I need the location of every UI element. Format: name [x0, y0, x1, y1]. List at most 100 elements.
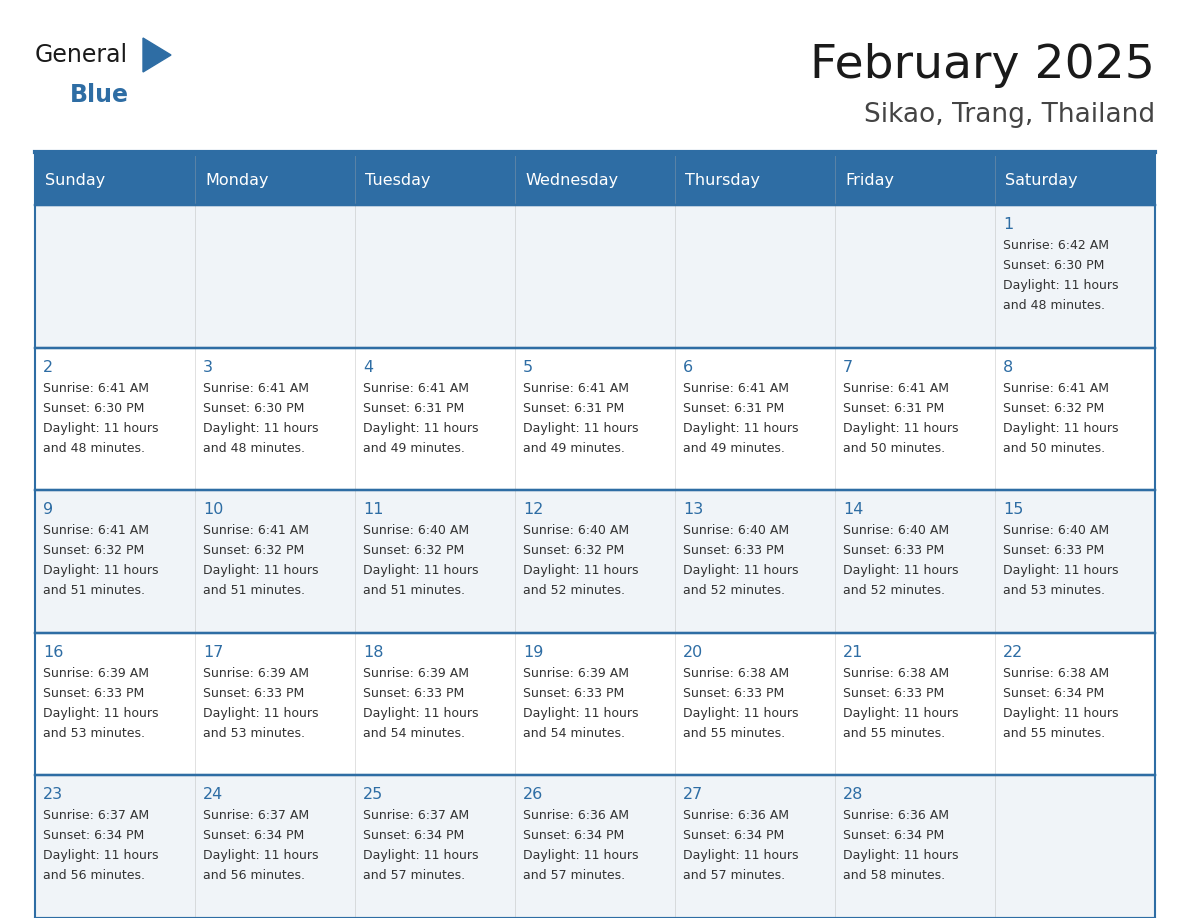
Bar [675, 490, 835, 633]
Text: Friday: Friday [845, 173, 895, 187]
Text: Tuesday: Tuesday [365, 173, 430, 187]
Text: Sunrise: 6:41 AM: Sunrise: 6:41 AM [364, 382, 469, 395]
Text: Sunrise: 6:36 AM: Sunrise: 6:36 AM [683, 810, 789, 823]
Text: Sunrise: 6:40 AM: Sunrise: 6:40 AM [364, 524, 469, 537]
Text: and 49 minutes.: and 49 minutes. [683, 442, 785, 454]
Text: Sunset: 6:33 PM: Sunset: 6:33 PM [683, 544, 784, 557]
Text: Daylight: 11 hours: Daylight: 11 hours [364, 565, 479, 577]
Text: and 50 minutes.: and 50 minutes. [843, 442, 946, 454]
Text: 21: 21 [843, 644, 864, 660]
Text: 11: 11 [364, 502, 384, 517]
Text: Daylight: 11 hours: Daylight: 11 hours [1003, 565, 1118, 577]
Text: Sunday: Sunday [45, 173, 106, 187]
Text: and 57 minutes.: and 57 minutes. [683, 869, 785, 882]
Bar [835, 205, 996, 348]
Bar [355, 633, 516, 776]
Text: and 57 minutes.: and 57 minutes. [523, 869, 625, 882]
Text: Daylight: 11 hours: Daylight: 11 hours [523, 707, 638, 720]
Bar [835, 633, 996, 776]
Text: and 48 minutes.: and 48 minutes. [203, 442, 305, 454]
Text: Daylight: 11 hours: Daylight: 11 hours [843, 849, 959, 862]
Text: Sunset: 6:34 PM: Sunset: 6:34 PM [1003, 687, 1105, 700]
Bar [34, 490, 195, 633]
Bar [996, 633, 1155, 776]
Polygon shape [143, 38, 171, 72]
Text: Thursday: Thursday [685, 173, 760, 187]
Text: Sunrise: 6:41 AM: Sunrise: 6:41 AM [43, 524, 148, 537]
Text: Sunset: 6:33 PM: Sunset: 6:33 PM [683, 687, 784, 700]
Text: and 56 minutes.: and 56 minutes. [203, 869, 305, 882]
Text: Sunset: 6:32 PM: Sunset: 6:32 PM [203, 544, 304, 557]
Text: Wednesday: Wednesday [525, 173, 618, 187]
Bar [195, 348, 355, 490]
Text: Sunset: 6:31 PM: Sunset: 6:31 PM [364, 401, 465, 415]
Text: Sunset: 6:33 PM: Sunset: 6:33 PM [843, 687, 944, 700]
Text: Sunset: 6:33 PM: Sunset: 6:33 PM [523, 687, 624, 700]
Bar [34, 633, 195, 776]
Text: 14: 14 [843, 502, 864, 517]
Text: Daylight: 11 hours: Daylight: 11 hours [203, 565, 318, 577]
Text: Sunset: 6:33 PM: Sunset: 6:33 PM [364, 687, 465, 700]
Text: Daylight: 11 hours: Daylight: 11 hours [43, 565, 158, 577]
Text: and 49 minutes.: and 49 minutes. [523, 442, 625, 454]
Text: Sikao, Trang, Thailand: Sikao, Trang, Thailand [864, 102, 1155, 128]
Text: Daylight: 11 hours: Daylight: 11 hours [683, 707, 798, 720]
Text: and 52 minutes.: and 52 minutes. [843, 584, 944, 598]
Text: Sunrise: 6:41 AM: Sunrise: 6:41 AM [523, 382, 628, 395]
Text: 12: 12 [523, 502, 543, 517]
Text: Sunrise: 6:41 AM: Sunrise: 6:41 AM [683, 382, 789, 395]
Text: and 48 minutes.: and 48 minutes. [43, 442, 145, 454]
Text: Sunset: 6:33 PM: Sunset: 6:33 PM [43, 687, 144, 700]
Text: and 53 minutes.: and 53 minutes. [1003, 584, 1105, 598]
Text: 16: 16 [43, 644, 63, 660]
Text: Sunset: 6:30 PM: Sunset: 6:30 PM [1003, 259, 1105, 272]
Text: Sunset: 6:34 PM: Sunset: 6:34 PM [523, 829, 624, 843]
Text: Daylight: 11 hours: Daylight: 11 hours [683, 849, 798, 862]
Text: and 52 minutes.: and 52 minutes. [683, 584, 785, 598]
Text: and 52 minutes.: and 52 minutes. [523, 584, 625, 598]
Text: and 49 minutes.: and 49 minutes. [364, 442, 465, 454]
Text: Sunrise: 6:39 AM: Sunrise: 6:39 AM [43, 666, 148, 680]
Text: Sunrise: 6:41 AM: Sunrise: 6:41 AM [43, 382, 148, 395]
Text: Daylight: 11 hours: Daylight: 11 hours [43, 421, 158, 434]
Bar [195, 205, 355, 348]
Text: Daylight: 11 hours: Daylight: 11 hours [843, 707, 959, 720]
Text: 26: 26 [523, 788, 543, 802]
Bar [996, 348, 1155, 490]
Bar [355, 348, 516, 490]
Text: Sunset: 6:30 PM: Sunset: 6:30 PM [43, 401, 145, 415]
Text: Sunrise: 6:39 AM: Sunrise: 6:39 AM [364, 666, 469, 680]
Text: and 54 minutes.: and 54 minutes. [364, 727, 465, 740]
Text: Daylight: 11 hours: Daylight: 11 hours [683, 565, 798, 577]
Text: Sunset: 6:34 PM: Sunset: 6:34 PM [203, 829, 304, 843]
Bar [996, 205, 1155, 348]
Text: Sunrise: 6:37 AM: Sunrise: 6:37 AM [43, 810, 150, 823]
Text: Daylight: 11 hours: Daylight: 11 hours [683, 421, 798, 434]
Text: 13: 13 [683, 502, 703, 517]
Text: 19: 19 [523, 644, 543, 660]
Text: Daylight: 11 hours: Daylight: 11 hours [523, 849, 638, 862]
Text: Daylight: 11 hours: Daylight: 11 hours [523, 565, 638, 577]
Bar [835, 490, 996, 633]
Bar [195, 776, 355, 918]
Text: 20: 20 [683, 644, 703, 660]
Text: Sunrise: 6:36 AM: Sunrise: 6:36 AM [523, 810, 628, 823]
Text: and 56 minutes.: and 56 minutes. [43, 869, 145, 882]
Bar [34, 155, 1155, 205]
Text: Daylight: 11 hours: Daylight: 11 hours [203, 707, 318, 720]
Bar [195, 633, 355, 776]
Text: 28: 28 [843, 788, 864, 802]
Text: 1: 1 [1003, 217, 1013, 232]
Bar [516, 633, 675, 776]
Text: Daylight: 11 hours: Daylight: 11 hours [523, 421, 638, 434]
Text: 22: 22 [1003, 644, 1023, 660]
Text: and 55 minutes.: and 55 minutes. [843, 727, 946, 740]
Text: February 2025: February 2025 [810, 42, 1155, 87]
Text: Sunset: 6:32 PM: Sunset: 6:32 PM [364, 544, 465, 557]
Bar [34, 776, 195, 918]
Text: Sunrise: 6:37 AM: Sunrise: 6:37 AM [364, 810, 469, 823]
Bar [675, 776, 835, 918]
Text: Sunrise: 6:38 AM: Sunrise: 6:38 AM [1003, 666, 1110, 680]
Text: 27: 27 [683, 788, 703, 802]
Text: Daylight: 11 hours: Daylight: 11 hours [43, 849, 158, 862]
